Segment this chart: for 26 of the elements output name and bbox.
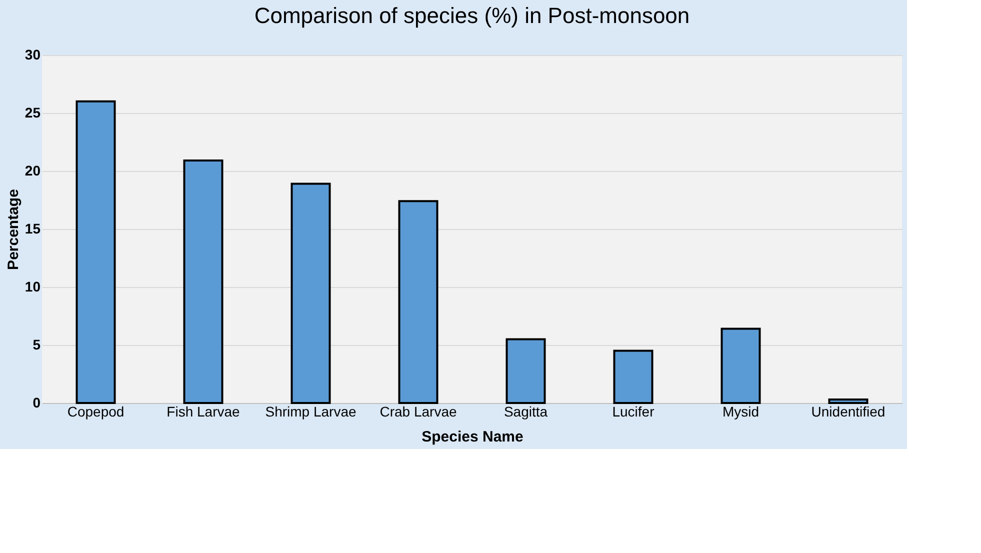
x-tick-label: Unidentified [811, 404, 886, 420]
y-tick-label: 15 [24, 220, 41, 236]
bar [828, 398, 868, 404]
x-tick-label: Fish Larvae [166, 404, 240, 420]
bar [76, 100, 116, 404]
x-tick-label: Lucifer [612, 404, 655, 420]
x-tick-label: Mysid [722, 404, 760, 420]
y-tick-label: 30 [24, 46, 41, 62]
y-axis-title: Percentage [4, 189, 22, 270]
y-tick-label: 20 [24, 162, 41, 178]
bar [720, 328, 761, 404]
y-tick-label: 25 [24, 104, 41, 120]
chart-title: Comparison of species (%) in Post-monsoon [254, 3, 690, 28]
bar [613, 350, 654, 404]
x-tick-label: Shrimp Larvae [265, 404, 356, 420]
x-tick-label: Sagitta [504, 404, 548, 420]
bar [506, 338, 546, 404]
y-tick-label: 0 [32, 394, 41, 410]
x-axis-title: Species Name [422, 428, 524, 446]
y-tick-label: 5 [32, 336, 41, 352]
x-tick-label: Copepod [67, 404, 124, 420]
bar [290, 182, 331, 404]
y-tick-label: 10 [24, 278, 41, 294]
x-tick-label: Crab Larvae [380, 404, 457, 420]
bar [398, 200, 438, 404]
bar [183, 160, 224, 404]
